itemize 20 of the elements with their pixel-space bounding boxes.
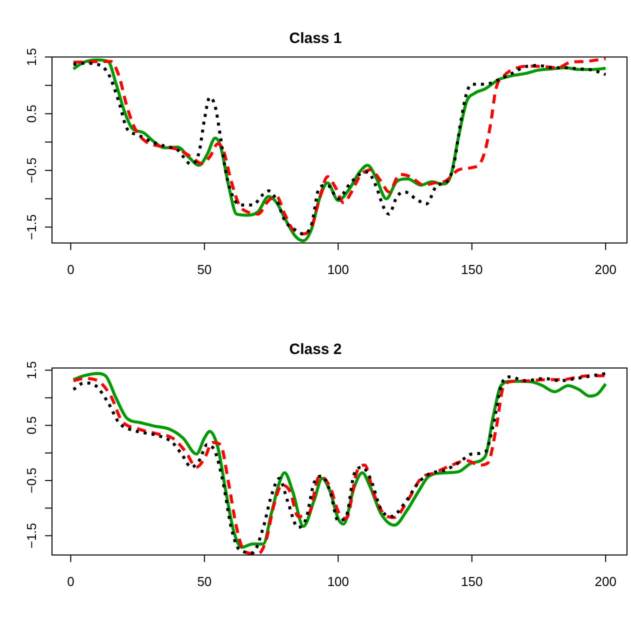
x-tick-label: 0 [67,574,74,590]
y-tick-label: −1.5 [24,522,40,549]
x-tick-label: 150 [461,574,483,590]
y-tick-label: 1.5 [24,48,40,66]
x-tick-label: 150 [461,262,483,278]
x-tick-label: 100 [327,262,350,278]
y-tick-label: 0.5 [24,104,40,123]
y-tick-label: 1.5 [24,361,40,380]
x-tick-label: 200 [594,262,616,278]
y-tick-label: −1.5 [24,214,40,240]
y-tick-label: −0.5 [24,158,40,184]
x-tick-label: 100 [327,574,350,590]
chart-title: Class 1 [289,30,342,48]
x-tick-label: 0 [67,262,74,278]
y-tick-label: 0.5 [24,416,40,434]
chart-title: Class 2 [289,341,342,358]
x-tick-label: 50 [197,574,212,590]
x-tick-label: 200 [594,574,616,590]
y-tick-label: −0.5 [24,468,40,494]
x-tick-label: 50 [197,262,212,278]
